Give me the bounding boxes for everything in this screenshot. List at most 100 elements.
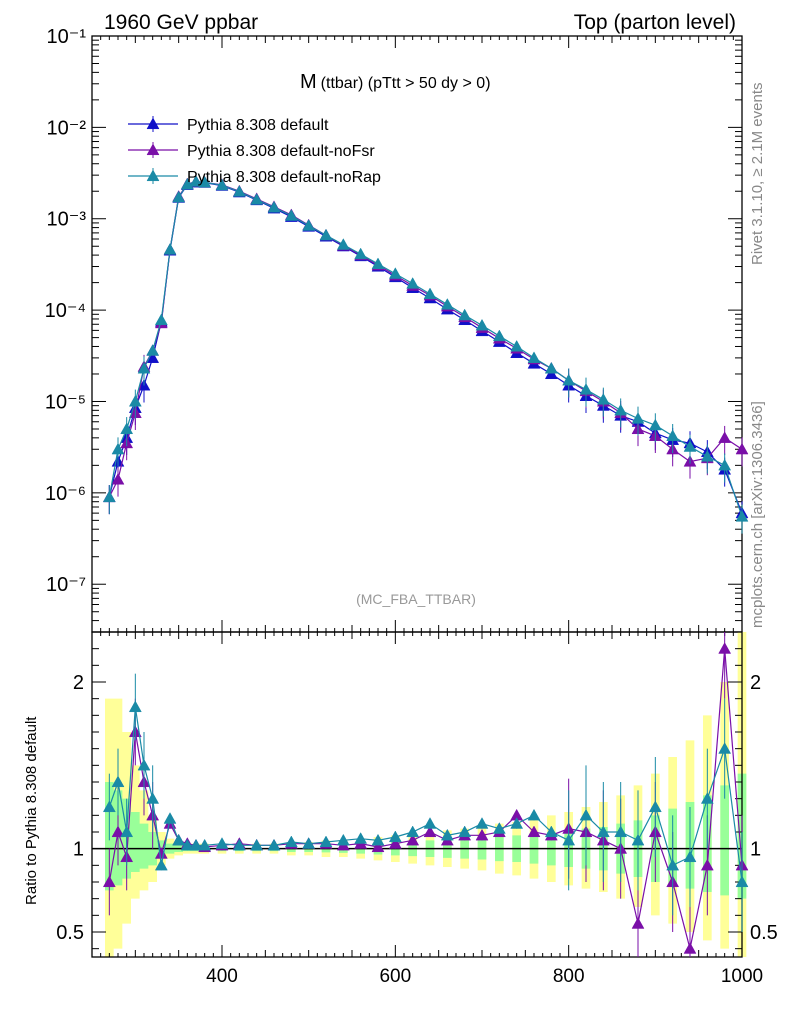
data-point-noRap	[302, 219, 316, 231]
data-point-noRap	[163, 243, 177, 255]
ratio-point-noFsr	[527, 825, 541, 838]
data-point-noRap	[137, 361, 151, 374]
ratio-point-noRap	[302, 837, 316, 849]
ratio-point-noRap	[510, 817, 524, 829]
ratio-point-noRap	[128, 700, 142, 713]
y-tick-label: 10⁻⁶	[45, 483, 86, 505]
ratio-point-noRap	[406, 825, 420, 838]
legend-marker-noRap	[146, 169, 160, 182]
ratio-point-noFsr	[718, 642, 732, 654]
ratio-series-noRap	[102, 673, 749, 932]
plot-title-sub: (ttbar) (pTtt > 50 dy > 0)	[321, 75, 491, 92]
analysis-tag: (MC_FBA_TTBAR)	[356, 591, 476, 607]
ratio-point-noRap	[666, 858, 680, 871]
x-tick-label: 800	[553, 966, 585, 987]
data-point-noRap	[440, 298, 454, 310]
mcplots-text: mcplots.cern.ch [arXiv:1306.3436]	[749, 401, 766, 628]
plot-title: M (ttbar) (pTtt > 50 dy > 0)	[300, 71, 491, 93]
ratio-point-noRap	[423, 817, 437, 829]
data-point-noRap	[198, 175, 212, 188]
data-point-noFsr	[718, 431, 732, 443]
legend-marker-noFsr	[146, 143, 160, 156]
ratio-point-noFsr	[371, 840, 385, 853]
series-noFsr	[102, 175, 749, 515]
data-point-noRap	[172, 190, 186, 203]
ratio-point-noRap	[232, 838, 246, 851]
ratio-y-tick-label-right: 1	[750, 839, 761, 861]
data-point-noRap	[319, 228, 333, 241]
data-point-noRap	[146, 344, 160, 356]
ratio-point-noRap	[154, 858, 168, 871]
ratio-point-noRap	[562, 833, 576, 846]
plot-title-main: M	[300, 71, 317, 93]
data-point-noRap	[215, 178, 229, 191]
ratio-point-noRap	[458, 825, 472, 838]
data-point-noRap	[336, 238, 350, 250]
ratio-point-noFsr	[700, 858, 714, 871]
data-point-noRap	[492, 329, 506, 342]
series-default	[102, 175, 749, 531]
data-point-noRap	[388, 267, 402, 279]
ratio-point-noRap	[475, 817, 489, 829]
data-point-noRap	[700, 449, 714, 462]
ratio-point-noRap	[267, 838, 281, 851]
ratio-point-noRap	[172, 833, 186, 846]
legend-marker-default	[146, 117, 160, 130]
series-line-default	[108, 181, 743, 514]
ratio-frame	[91, 631, 743, 958]
ratio-point-noFsr	[111, 825, 125, 838]
ratio-point-noRap	[631, 833, 645, 846]
ratio-point-noRap	[700, 792, 714, 804]
data-point-noRap	[458, 308, 472, 321]
legend-label-noRap: Pythia 8.308 default-noRap	[187, 169, 381, 186]
ratio-y-tick-label-right: 0.5	[750, 922, 778, 944]
ratio-point-noRap	[336, 833, 350, 846]
data-point-noRap	[475, 318, 489, 331]
data-point-noRap	[666, 429, 680, 441]
ratio-point-noFsr	[683, 942, 697, 954]
series-line-noFsr	[108, 180, 743, 498]
legend-label-noFsr: Pythia 8.308 default-noFsr	[187, 143, 375, 160]
ratio-point-noFsr	[631, 917, 645, 929]
data-point-noRap	[423, 287, 437, 300]
ratio-point-noRap	[440, 828, 454, 841]
rivet-version-text: Rivet 3.1.10, ≥ 2.1M events	[749, 83, 766, 266]
ratio-panel: 400 600 800 1000 0.5 0.5 1 1 2 2	[56, 631, 778, 987]
data-point-noRap	[102, 490, 116, 503]
y-tick-label: 10⁻¹	[47, 26, 87, 48]
ratio-point-noRap	[284, 835, 298, 848]
data-point-noRap	[232, 185, 246, 197]
ratio-point-noRap	[189, 838, 203, 851]
data-point-noRap	[267, 200, 281, 213]
ratio-point-noRap	[180, 838, 194, 851]
data-point-noRap	[354, 247, 368, 260]
data-point-noRap	[250, 193, 264, 205]
x-tick-label: 1000	[721, 966, 763, 987]
ratio-point-noRap	[579, 808, 593, 821]
ratio-point-noRap	[718, 742, 732, 754]
ratio-point-noRap	[120, 825, 134, 838]
data-point-noRap	[683, 440, 697, 452]
header-left: 1960 GeV ppbar	[104, 11, 258, 34]
ratio-point-noRap	[492, 822, 506, 834]
y-tick-label: 10⁻⁷	[46, 574, 86, 596]
data-point-noRap	[371, 257, 385, 270]
x-tick-label: 400	[206, 966, 238, 987]
ratio-point-noFsr	[475, 828, 489, 841]
ratio-point-noRap	[614, 825, 628, 838]
ratio-point-noRap	[735, 875, 749, 888]
ratio-point-noFsr	[423, 825, 437, 838]
data-point-noRap	[189, 175, 203, 187]
data-point-noRap	[562, 373, 576, 386]
ratio-point-noRap	[102, 800, 116, 813]
legend: Pythia 8.308 default Pythia 8.308 default…	[128, 116, 381, 186]
data-point-noRap	[718, 458, 732, 471]
data-point-noFsr	[111, 472, 125, 485]
y-tick-label: 10⁻³	[47, 209, 87, 231]
ratio-point-noFsr	[102, 875, 116, 888]
ratio-point-noFsr	[388, 837, 402, 849]
data-point-noFsr	[735, 442, 749, 455]
data-point-noRap	[544, 361, 558, 374]
ratio-point-noRap	[648, 800, 662, 813]
